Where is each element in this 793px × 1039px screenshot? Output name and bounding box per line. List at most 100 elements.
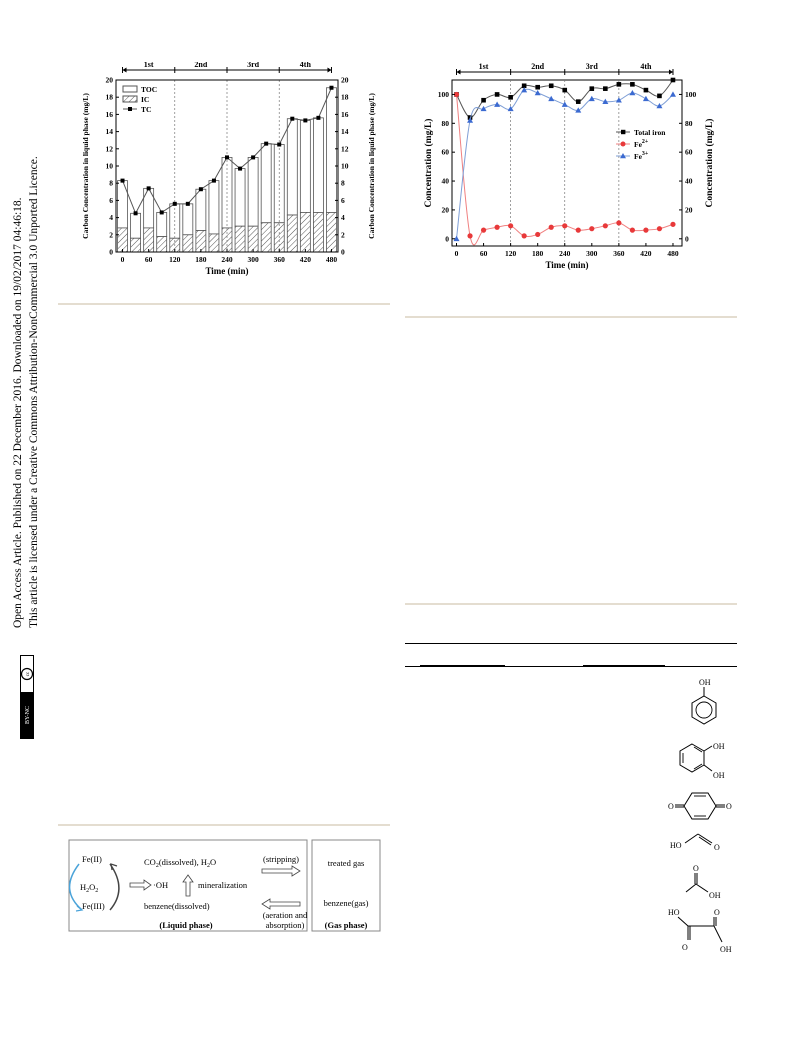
- x-tick-label: 480: [326, 255, 338, 264]
- tc-point: [172, 201, 177, 206]
- tc-point: [251, 155, 256, 160]
- hydroxyl-radical-label: ·OH: [153, 880, 168, 890]
- tc-point: [290, 116, 295, 121]
- absorption-label: absorption): [266, 920, 305, 930]
- phase-label: 2nd: [194, 62, 207, 69]
- table-subrule: [420, 665, 505, 667]
- tc-point: [238, 166, 243, 171]
- total-iron-point: [494, 92, 500, 97]
- phase-arrow: [668, 69, 673, 75]
- y-tick-label-right: 12: [341, 144, 349, 153]
- phenol-structure: OH: [691, 678, 717, 725]
- x-tick-label: 120: [505, 249, 517, 258]
- x-tick-label: 360: [613, 249, 625, 258]
- plot-frame: [451, 79, 683, 247]
- fe3-point: [642, 95, 649, 102]
- ic-bar: [208, 233, 220, 253]
- fe3-point: [534, 89, 541, 96]
- ic-bar: [195, 230, 207, 253]
- fe3-point: [669, 91, 676, 97]
- phase-label: 3rd: [247, 62, 260, 69]
- svg-text:HO: HO: [670, 841, 682, 850]
- benzene-dissolved-label: benzene(dissolved): [144, 901, 210, 911]
- total-iron-point: [508, 95, 513, 100]
- svg-text:O: O: [682, 943, 688, 952]
- ic-bar: [247, 225, 259, 253]
- toc-bar: [286, 118, 298, 216]
- y-tick-label-right: 8: [341, 179, 345, 188]
- ic-bar: [286, 214, 298, 253]
- treated-gas-label: treated gas: [328, 858, 365, 868]
- total-iron-point: [616, 82, 622, 87]
- legend-marker-tc: [128, 107, 132, 111]
- legend-swatch-ic: [122, 95, 138, 103]
- ic-bar: [234, 225, 246, 253]
- total-iron-point: [535, 84, 540, 90]
- total-iron-point: [589, 86, 595, 91]
- cc-license-icon[interactable]: cc BY-NC: [20, 655, 34, 739]
- y-tick-label: 6: [109, 196, 113, 205]
- fe2-point: [508, 223, 514, 229]
- ic-bar: [313, 212, 324, 253]
- y-tick-label: 40: [442, 177, 450, 186]
- oxalic-acid-structure: HO O O OH: [668, 908, 732, 954]
- y-tick-label-right: 20: [685, 205, 693, 214]
- y-tick-label-right: 100: [685, 90, 697, 99]
- tc-point: [277, 142, 282, 147]
- svg-text:O: O: [668, 802, 674, 811]
- legend-label: Total iron: [634, 128, 666, 137]
- fe2-point: [575, 227, 581, 233]
- total-iron-point: [575, 99, 581, 104]
- ic-bar: [260, 222, 272, 253]
- x-tick-label: 240: [559, 249, 571, 258]
- phase-label: 4th: [300, 62, 312, 69]
- separator-rule: [405, 603, 737, 605]
- badge-label: BY-NC: [25, 706, 31, 724]
- fe2-point: [629, 227, 635, 233]
- toc-bar: [247, 157, 259, 227]
- legend-swatch-toc: [122, 85, 138, 93]
- y-tick-label: 10: [106, 162, 114, 171]
- y-tick-label-right: 2: [341, 230, 345, 239]
- total-iron-point: [630, 82, 635, 87]
- toc-bar: [182, 203, 194, 236]
- toc-bar: [234, 168, 246, 227]
- y-tick-label-right: 60: [685, 148, 693, 157]
- y-tick-label: 12: [106, 144, 114, 153]
- ic-bar: [143, 227, 155, 253]
- fe2-point: [589, 226, 595, 232]
- phase-arrow: [327, 67, 332, 73]
- fe3-point: [588, 95, 595, 102]
- fe3-point: [467, 117, 474, 123]
- legend-label: IC: [141, 95, 149, 104]
- y-tick-label-right: 4: [341, 213, 345, 222]
- tc-point: [198, 187, 203, 192]
- toc-bar: [208, 180, 220, 235]
- h2o2-label: H2O2: [80, 882, 98, 894]
- y-tick-label: 18: [106, 93, 114, 102]
- legend-marker: [620, 141, 626, 147]
- svg-text:OH: OH: [720, 945, 732, 954]
- legend-marker: [620, 153, 626, 159]
- fe2-point: [467, 233, 473, 239]
- ic-bar: [182, 234, 194, 253]
- fe3-point: [602, 98, 609, 104]
- y-tick-label: 2: [109, 230, 113, 239]
- y-tick-label-right: 14: [341, 127, 349, 136]
- svg-text:OH: OH: [709, 891, 721, 900]
- fe3-label: Fe(III): [82, 901, 105, 911]
- ic-bar: [156, 236, 168, 253]
- phase-label: 3rd: [586, 62, 599, 71]
- formic-acid-structure: HO O: [670, 833, 720, 852]
- x-tick-label: 300: [586, 249, 598, 258]
- x-axis-label: Time (min): [205, 266, 248, 276]
- x-tick-label: 480: [667, 249, 679, 258]
- process-scheme-diagram: Fe(II) H2O2 Fe(III) ·OH CO2(dissolved), …: [68, 839, 381, 932]
- stripping-label: (stripping): [263, 854, 299, 864]
- ic-bar: [130, 237, 141, 253]
- toc-bar: [130, 212, 141, 239]
- x-tick-label: 240: [221, 255, 233, 264]
- total-iron-point: [657, 93, 662, 99]
- tc-point: [211, 178, 216, 183]
